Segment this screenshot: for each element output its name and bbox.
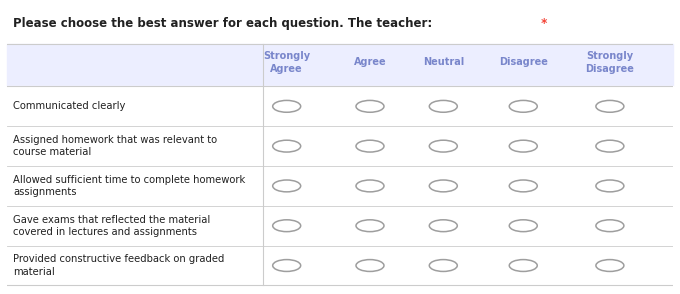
Circle shape	[509, 180, 537, 192]
Circle shape	[273, 260, 301, 271]
Bar	[7, 86, 673, 126]
Circle shape	[429, 101, 457, 112]
Text: Gave exams that reflected the material
covered in lectures and assignments: Gave exams that reflected the material c…	[14, 215, 211, 237]
Text: Communicated clearly: Communicated clearly	[14, 101, 126, 111]
Circle shape	[429, 220, 457, 232]
Bar	[7, 206, 673, 245]
Circle shape	[509, 220, 537, 232]
Circle shape	[596, 260, 624, 271]
Text: *: *	[537, 17, 547, 30]
Bar	[7, 44, 673, 86]
Circle shape	[273, 140, 301, 152]
Text: Neutral: Neutral	[423, 57, 464, 67]
Text: Disagree: Disagree	[499, 57, 547, 67]
Circle shape	[273, 180, 301, 192]
Circle shape	[356, 101, 384, 112]
Circle shape	[356, 180, 384, 192]
Circle shape	[429, 140, 457, 152]
Circle shape	[596, 220, 624, 232]
Circle shape	[509, 140, 537, 152]
Bar	[7, 166, 673, 206]
Circle shape	[509, 260, 537, 271]
Text: Assigned homework that was relevant to
course material: Assigned homework that was relevant to c…	[14, 135, 218, 157]
Circle shape	[429, 260, 457, 271]
Text: Provided constructive feedback on graded
material: Provided constructive feedback on graded…	[14, 254, 225, 277]
Text: Strongly
Disagree: Strongly Disagree	[585, 51, 634, 74]
Bar	[7, 245, 673, 285]
Circle shape	[596, 101, 624, 112]
Text: Allowed sufficient time to complete homework
assignments: Allowed sufficient time to complete home…	[14, 175, 245, 197]
Text: Agree: Agree	[354, 57, 386, 67]
Circle shape	[356, 220, 384, 232]
Circle shape	[356, 140, 384, 152]
Circle shape	[356, 260, 384, 271]
Circle shape	[509, 101, 537, 112]
Text: Strongly
Agree: Strongly Agree	[263, 51, 310, 74]
Circle shape	[596, 140, 624, 152]
Circle shape	[596, 180, 624, 192]
Bar	[7, 126, 673, 166]
Circle shape	[273, 220, 301, 232]
Circle shape	[429, 180, 457, 192]
Text: Please choose the best answer for each question. The teacher:: Please choose the best answer for each q…	[14, 17, 432, 30]
Circle shape	[273, 101, 301, 112]
